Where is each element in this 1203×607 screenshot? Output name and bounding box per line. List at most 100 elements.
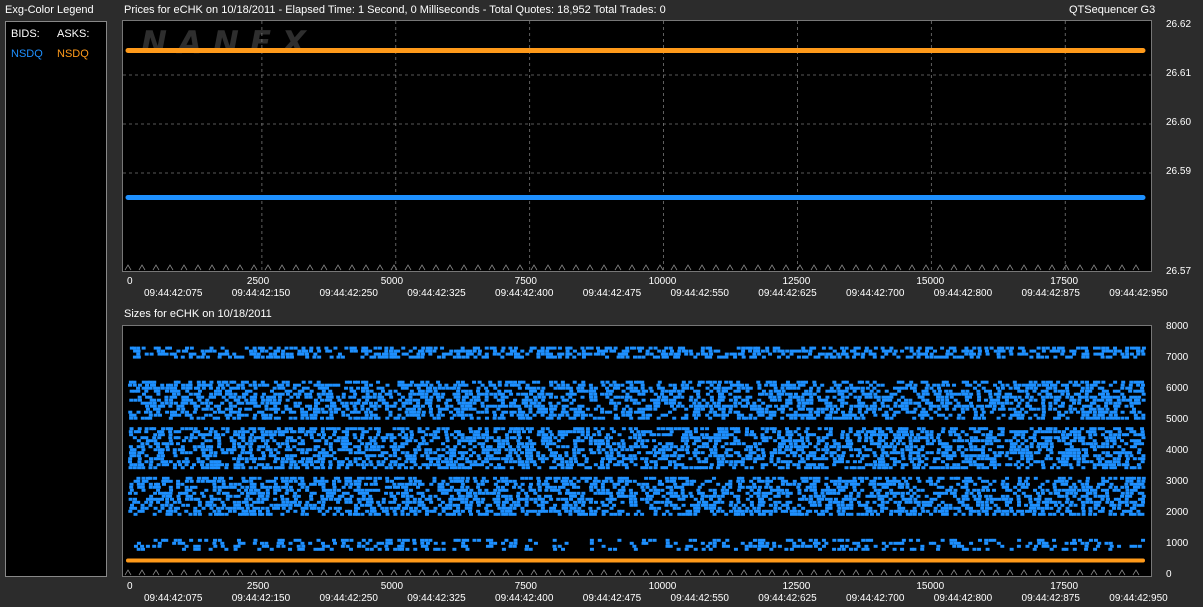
bid-size-point (673, 451, 678, 455)
bid-size-point (537, 430, 542, 434)
bid-size-point (808, 500, 813, 504)
bid-size-point (545, 485, 550, 489)
bid-size-point (549, 466, 554, 470)
bid-size-point (356, 445, 361, 449)
bid-size-point (421, 430, 426, 434)
bid-size-point (1025, 451, 1030, 455)
bid-size-point (540, 457, 545, 461)
x-tick-mark (1118, 264, 1126, 271)
bid-size-point (812, 479, 817, 483)
bid-size-point (368, 488, 373, 492)
bid-size-point (913, 500, 918, 504)
bid-size-point (1120, 491, 1125, 495)
bid-size-point (501, 439, 506, 443)
bid-size-point (464, 506, 469, 510)
bid-size-point (572, 439, 577, 443)
bid-size-point (752, 538, 757, 542)
bid-size-point (428, 389, 433, 393)
bid-size-point (380, 389, 385, 393)
bid-size-point (689, 466, 694, 470)
bid-size-point (145, 442, 150, 446)
bid-size-point (813, 538, 818, 542)
bid-size-point (369, 463, 374, 467)
bid-size-point (892, 476, 897, 480)
bid-size-point (1133, 500, 1138, 504)
bid-size-point (144, 430, 149, 434)
bid-size-point (412, 398, 417, 402)
bid-size-point (921, 454, 926, 458)
bid-size-point (1052, 463, 1057, 467)
bid-size-point (596, 448, 601, 452)
bid-size-point (1133, 482, 1138, 486)
bid-size-point (976, 466, 981, 470)
bid-size-point (777, 500, 782, 504)
bid-size-point (1085, 500, 1090, 504)
bid-size-point (724, 430, 729, 434)
bid-size-point (252, 398, 257, 402)
bid-size-point (596, 488, 601, 492)
bid-size-point (205, 404, 210, 408)
bid-size-point (204, 401, 209, 405)
bid-size-point (1132, 503, 1137, 507)
x-tick-mark (446, 264, 454, 271)
bid-size-point (709, 463, 714, 467)
bid-size-point (332, 491, 337, 495)
bid-size-point (893, 491, 898, 495)
bid-size-point (468, 491, 473, 495)
bid-size-point (880, 433, 885, 437)
bid-size-point (580, 497, 585, 501)
bid-size-point (420, 404, 425, 408)
bid-size-point (161, 479, 166, 483)
bid-size-point (981, 466, 986, 470)
bid-size-point (133, 430, 138, 434)
bid-size-point (901, 433, 906, 437)
bid-size-point (329, 454, 334, 458)
bid-size-point (405, 407, 410, 411)
bid-size-point (916, 451, 921, 455)
bid-size-point (929, 436, 934, 440)
bid-size-point (217, 383, 222, 387)
bid-size-point (1129, 439, 1134, 443)
bid-size-point (365, 457, 370, 461)
bid-size-point (1004, 500, 1009, 504)
bid-size-point (393, 401, 398, 405)
bid-size-point (409, 460, 414, 464)
bid-size-point (421, 439, 426, 443)
bid-size-point (205, 466, 210, 470)
bid-size-point (768, 503, 773, 507)
bid-size-point (877, 488, 882, 492)
bid-size-point (952, 544, 957, 548)
x-time-label: 09:44:42:950 (1109, 288, 1168, 299)
bid-size-point (421, 463, 426, 467)
bid-size-point (304, 392, 309, 396)
bid-size-point (988, 430, 993, 434)
bid-size-point (588, 436, 593, 440)
bid-size-point (264, 430, 269, 434)
bid-size-point (337, 398, 342, 402)
bid-size-point (129, 488, 134, 492)
bid-size-point (513, 380, 518, 384)
bid-size-point (557, 454, 562, 458)
bid-size-point (744, 448, 749, 452)
bid-size-point (593, 476, 598, 480)
bid-size-point (344, 500, 349, 504)
bid-size-point (544, 439, 549, 443)
bid-size-point (153, 433, 158, 437)
bid-size-point (736, 494, 741, 498)
bid-size-point (876, 491, 881, 495)
bid-size-point (325, 454, 330, 458)
bid-size-point (321, 454, 326, 458)
bid-size-point (812, 482, 817, 486)
bid-size-point (285, 398, 290, 402)
bid-size-point (661, 451, 666, 455)
bid-size-point (184, 451, 189, 455)
bid-size-point (709, 436, 714, 440)
bid-size-point (1060, 482, 1065, 486)
bid-size-point (328, 389, 333, 393)
bid-size-point (1096, 485, 1101, 489)
bid-size-point (936, 436, 941, 440)
bid-size-point (824, 476, 829, 480)
bid-size-point (413, 479, 418, 483)
bid-size-point (720, 454, 725, 458)
bid-size-point (1068, 503, 1073, 507)
